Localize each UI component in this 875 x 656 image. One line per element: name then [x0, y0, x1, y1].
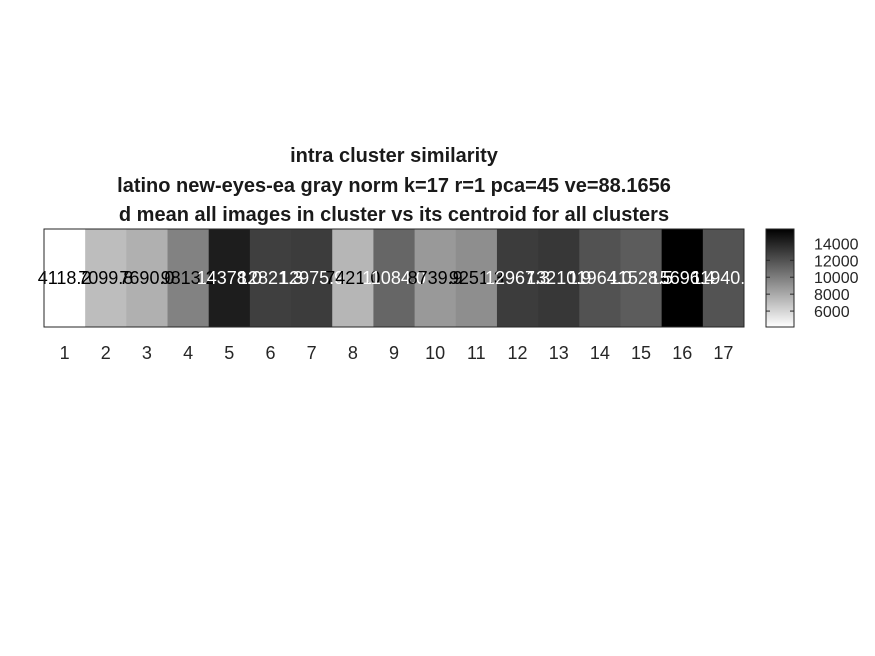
colorbar-tick-label: 12000 — [814, 253, 859, 270]
heatmap-cell-label: 7421.0 — [325, 268, 380, 288]
colorbar-tick-label: 10000 — [814, 270, 859, 287]
x-tick-label: 7 — [307, 343, 317, 363]
heatmap-cell — [620, 229, 663, 327]
heatmap-cell-label: 9813.2 — [161, 268, 216, 288]
heatmap-cell-label: 15696.4 — [650, 268, 715, 288]
x-tick-label: 17 — [713, 343, 733, 363]
heatmap-cell-label: 9251.3 — [449, 268, 504, 288]
colorbar-tick-label: 8000 — [814, 287, 850, 304]
x-tick-label: 11 — [467, 343, 486, 363]
heatmap-cell — [208, 229, 251, 327]
x-tick-label: 6 — [265, 343, 275, 363]
x-tick-labels: 1 2 3 4 5 6 7 8 9 10 11 12 13 14 15 16 17 — [60, 343, 734, 363]
heatmap-cell-label: 11964.0 — [568, 268, 632, 288]
heatmap-cell — [702, 229, 745, 327]
heatmap-cell-label: 11940.9 — [692, 268, 756, 288]
heatmap-cells — [44, 229, 745, 327]
heatmap-cell — [661, 229, 704, 327]
heatmap-cell — [85, 229, 127, 327]
heatmap-cell — [496, 229, 539, 327]
heatmap-cell-label: 13210.9 — [526, 268, 591, 288]
heatmap-cell — [332, 229, 374, 327]
heatmap-cell — [126, 229, 169, 327]
x-tick-label: 5 — [224, 343, 234, 363]
x-tick-label: 15 — [631, 343, 651, 363]
heatmap-cell-labels: 4118.27099.87690.09813.214378.012821.312… — [38, 268, 756, 288]
heatmap-cell-label: 14378.0 — [197, 268, 262, 288]
colorbar-gradient — [765, 228, 795, 328]
x-tick-label: 3 — [142, 343, 152, 363]
heatmap-cell-label: 12967.3 — [485, 268, 550, 288]
x-tick-label: 2 — [101, 343, 111, 363]
heatmap-cell — [579, 229, 621, 327]
plot-frame — [43, 228, 745, 328]
heatmap-cell-label: 11084.0 — [362, 268, 426, 288]
chart-title: intra cluster similarity latino new-eyes… — [117, 145, 671, 226]
x-tick-label: 14 — [590, 343, 610, 363]
heatmap-cell — [455, 229, 498, 327]
heatmap-cell-label: 12821.3 — [238, 268, 303, 288]
x-tick-label: 16 — [672, 343, 692, 363]
title-line-3: d mean all images in cluster vs its cent… — [119, 204, 669, 226]
x-tick-label: 12 — [508, 343, 528, 363]
heatmap-cell-label: 4118.2 — [38, 268, 92, 288]
title-line-2: latino new-eyes-ea gray norm k=17 r=1 pc… — [117, 175, 671, 197]
x-tick-label: 9 — [389, 343, 399, 363]
x-tick-label: 4 — [183, 343, 193, 363]
heatmap-cell — [44, 229, 86, 327]
colorbar-tick-label: 6000 — [814, 304, 850, 321]
heatmap-cell — [291, 229, 333, 327]
heatmap-cell — [538, 229, 580, 327]
heatmap-cell — [249, 229, 292, 327]
heatmap-cell-label: 7690.0 — [119, 268, 174, 288]
heatmap-cell — [373, 229, 416, 327]
x-tick-label: 1 — [60, 343, 70, 363]
x-tick-label: 8 — [348, 343, 358, 363]
title-line-1: intra cluster similarity — [290, 145, 499, 167]
heatmap-cell-label: 7099.8 — [78, 268, 133, 288]
colorbar-tick-label: 14000 — [814, 236, 859, 253]
heatmap-cell-label: 8739.9 — [408, 268, 463, 288]
x-tick-label: 13 — [549, 343, 569, 363]
x-tick-label: 10 — [425, 343, 445, 363]
heatmap-cell — [167, 229, 210, 327]
heatmap-cell — [414, 229, 457, 327]
heatmap-cell-label: 11528.5 — [609, 268, 673, 288]
heatmap-cell-label: 12975.9 — [279, 268, 344, 288]
